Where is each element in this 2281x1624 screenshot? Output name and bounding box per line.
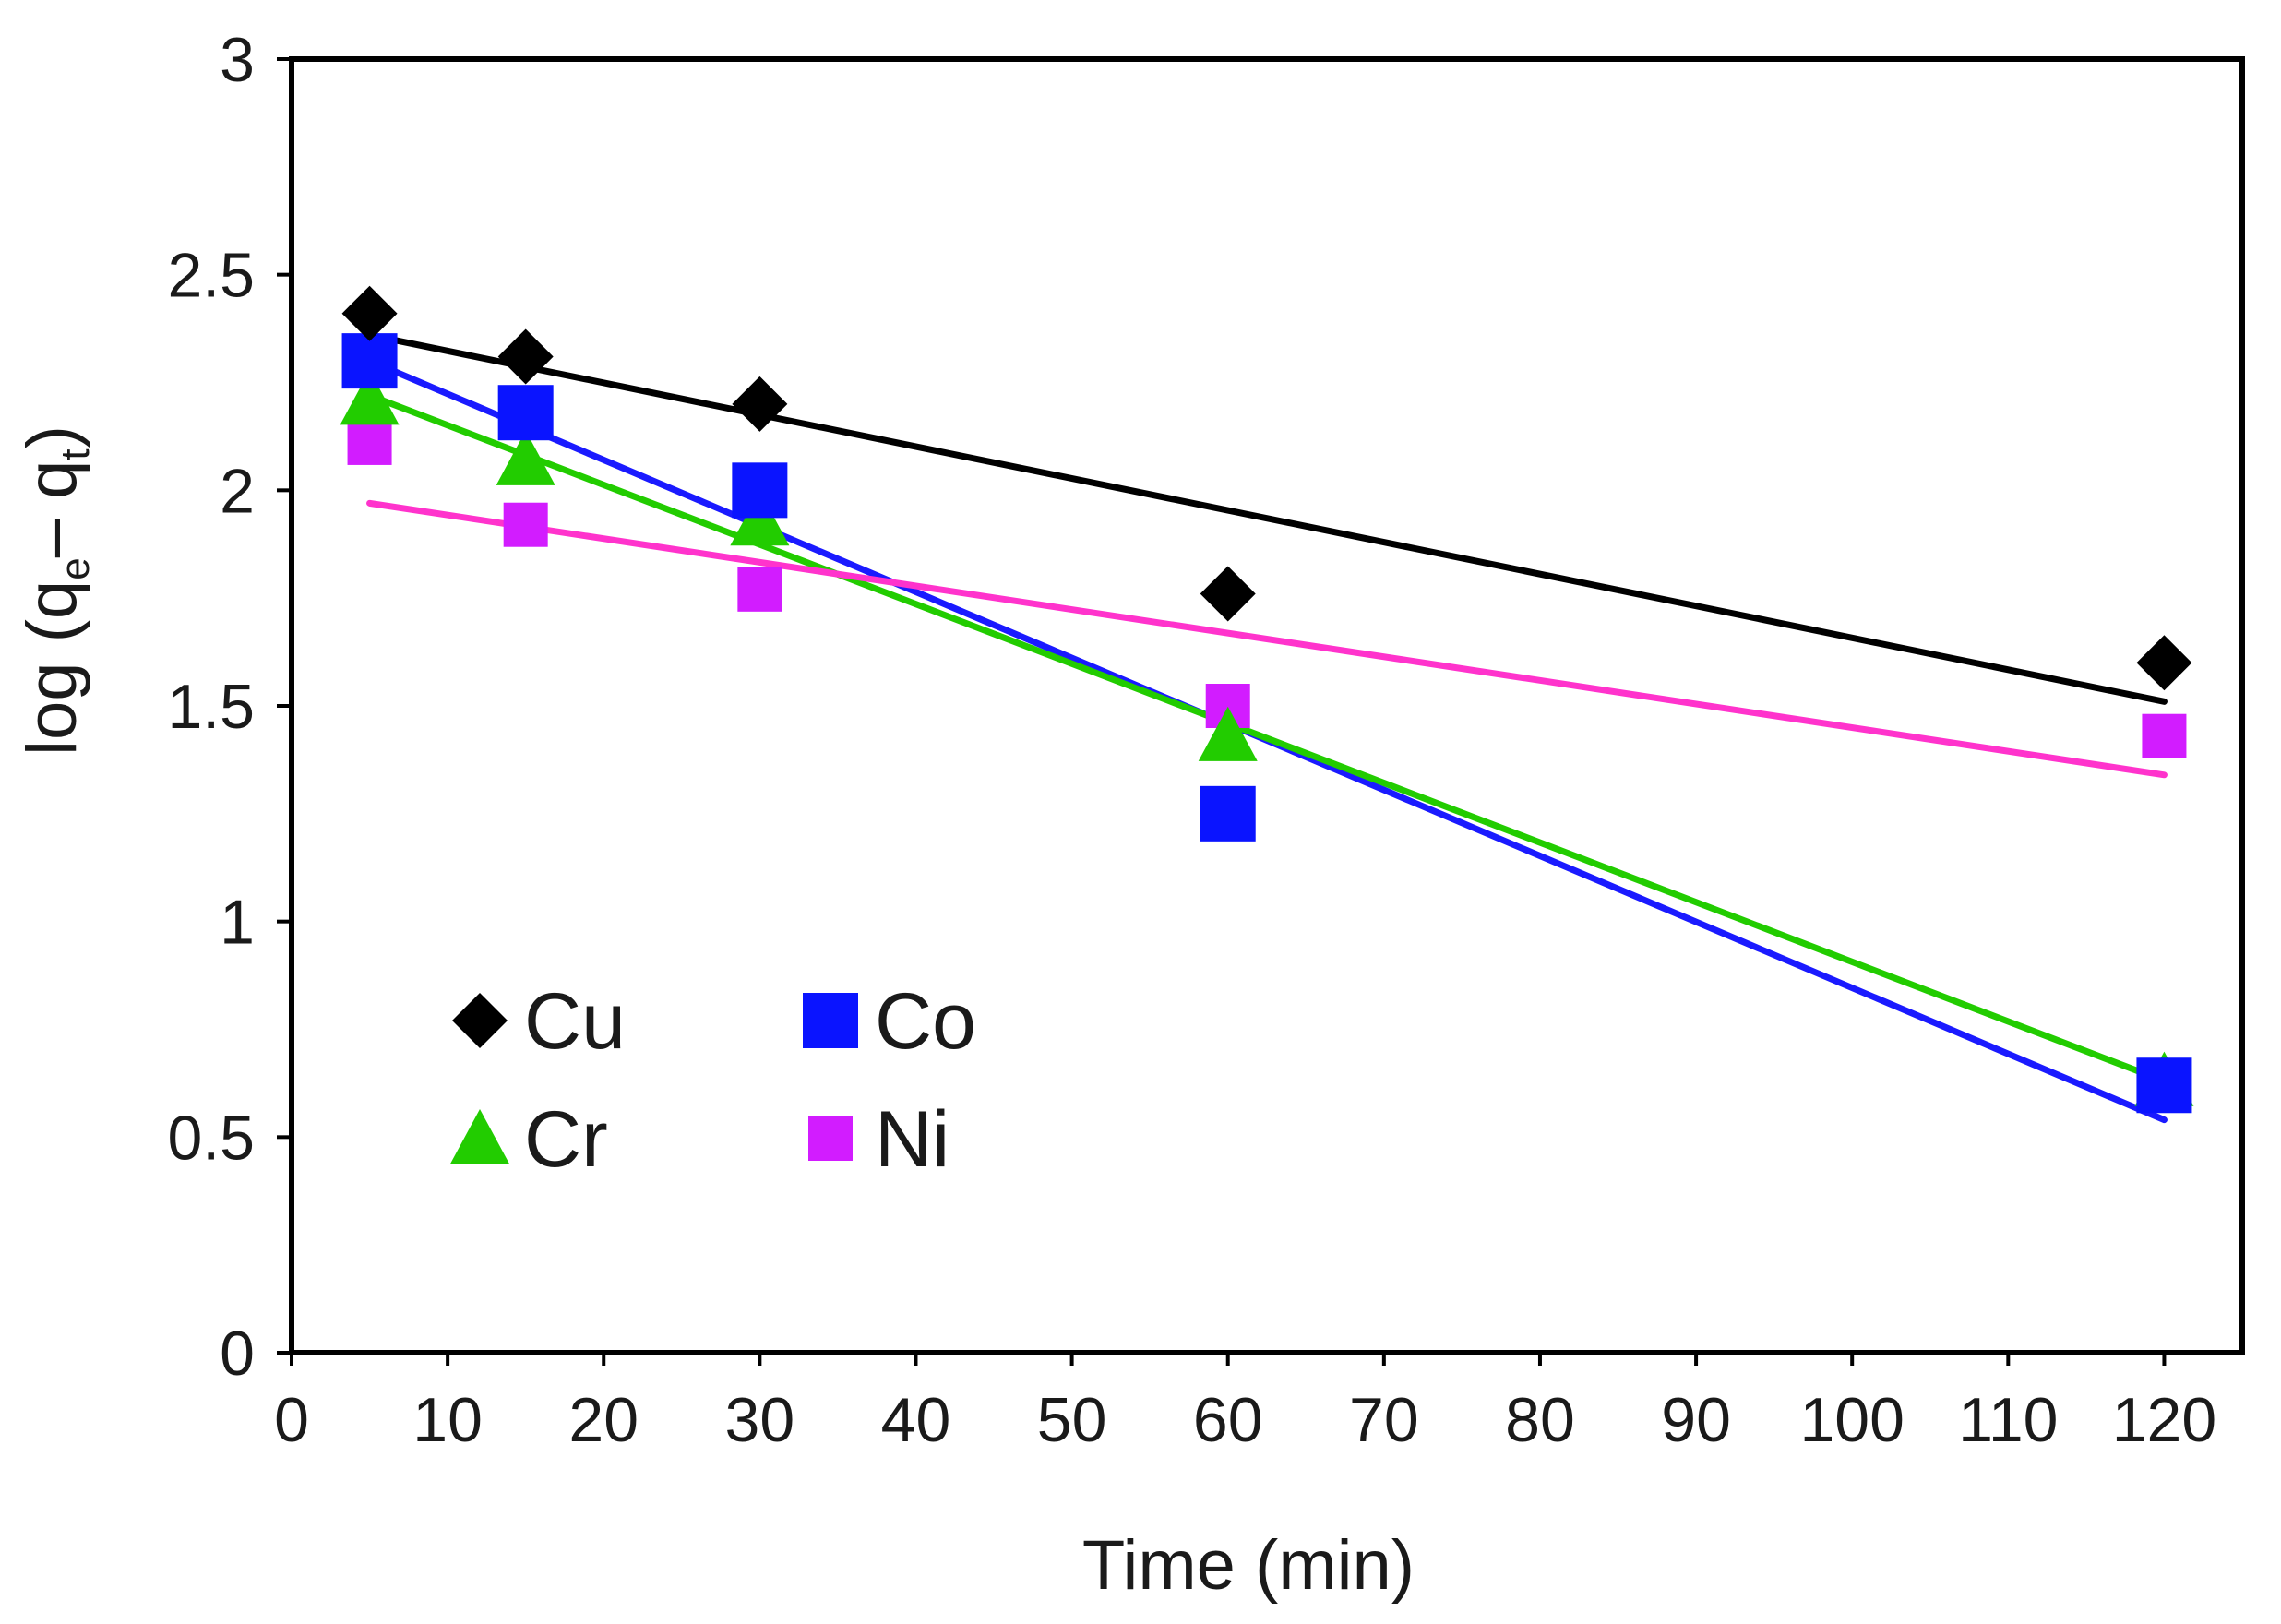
x-tick-label: 80 bbox=[1505, 1385, 1575, 1455]
point-ni bbox=[503, 502, 548, 547]
point-ni bbox=[2142, 713, 2187, 758]
y-tick-label: 2 bbox=[220, 456, 255, 526]
y-axis-label-sub-e: e bbox=[53, 557, 98, 579]
y-tick-label: 0.5 bbox=[167, 1103, 255, 1173]
point-cu bbox=[341, 285, 398, 341]
x-tick-label: 70 bbox=[1349, 1385, 1419, 1455]
legend-label-ni: Ni bbox=[875, 1095, 949, 1184]
legend-marker-co bbox=[803, 993, 858, 1048]
fit-line-cu bbox=[366, 331, 2168, 705]
point-co bbox=[497, 385, 554, 441]
x-tick-label: 60 bbox=[1193, 1385, 1263, 1455]
point-cr bbox=[730, 491, 790, 546]
y-axis-label: log (qe– qt) bbox=[13, 425, 98, 756]
fit-line-cr bbox=[366, 392, 2168, 1085]
point-ni bbox=[347, 420, 392, 465]
x-tick-label: 90 bbox=[1661, 1385, 1731, 1455]
point-cr bbox=[1198, 706, 1258, 761]
x-tick-label: 40 bbox=[881, 1385, 951, 1455]
y-tick-label: 1 bbox=[220, 888, 255, 958]
y-axis-label-sub-t: t bbox=[53, 448, 98, 460]
point-co bbox=[341, 333, 398, 389]
point-cr bbox=[340, 370, 400, 425]
y-tick-label: 0 bbox=[220, 1319, 255, 1389]
x-tick-label: 20 bbox=[568, 1385, 639, 1455]
point-cu bbox=[732, 376, 788, 432]
x-tick-label: 10 bbox=[412, 1385, 483, 1455]
data-points bbox=[340, 285, 2194, 1114]
y-axis-label-suffix: ) bbox=[13, 425, 91, 448]
legend: Cu Co Cr Ni bbox=[450, 977, 976, 1184]
point-co bbox=[2136, 1057, 2192, 1114]
y-tick-label: 1.5 bbox=[167, 672, 255, 742]
y-tick-label: 2.5 bbox=[167, 241, 255, 311]
legend-label-co: Co bbox=[875, 977, 976, 1066]
x-tick-label: 30 bbox=[725, 1385, 795, 1455]
x-tick-label: 0 bbox=[274, 1385, 309, 1455]
y-axis-label-middle: – q bbox=[13, 460, 91, 558]
point-cu bbox=[2136, 635, 2192, 691]
fit-line-ni bbox=[366, 499, 2168, 779]
y-axis-ticks: 0 0.5 1 1.5 2 2.5 3 bbox=[167, 25, 292, 1389]
legend-marker-ni bbox=[808, 1116, 853, 1161]
y-axis-label-prefix: log (q bbox=[13, 580, 91, 756]
x-tick-label: 110 bbox=[1958, 1385, 2058, 1455]
x-tick-label: 100 bbox=[1799, 1385, 1904, 1455]
x-tick-label: 50 bbox=[1037, 1385, 1107, 1455]
x-axis-label: Time (min) bbox=[1082, 1526, 1415, 1605]
y-tick-label: 3 bbox=[220, 25, 255, 95]
point-cr bbox=[496, 430, 555, 485]
legend-label-cu: Cu bbox=[524, 977, 626, 1066]
legend-marker-cr bbox=[450, 1109, 509, 1164]
point-ni bbox=[737, 567, 782, 612]
point-cu bbox=[1200, 566, 1256, 622]
legend-label-cr: Cr bbox=[524, 1095, 608, 1184]
legend-marker-cu bbox=[452, 993, 508, 1048]
x-axis-ticks: 0 10 20 30 40 50 60 70 80 90 100 110 120 bbox=[274, 1353, 2216, 1455]
fit-lines bbox=[366, 331, 2168, 1124]
x-tick-label: 120 bbox=[2112, 1385, 2216, 1455]
point-co bbox=[1200, 785, 1256, 842]
point-co bbox=[732, 462, 788, 519]
point-cu bbox=[497, 328, 554, 385]
